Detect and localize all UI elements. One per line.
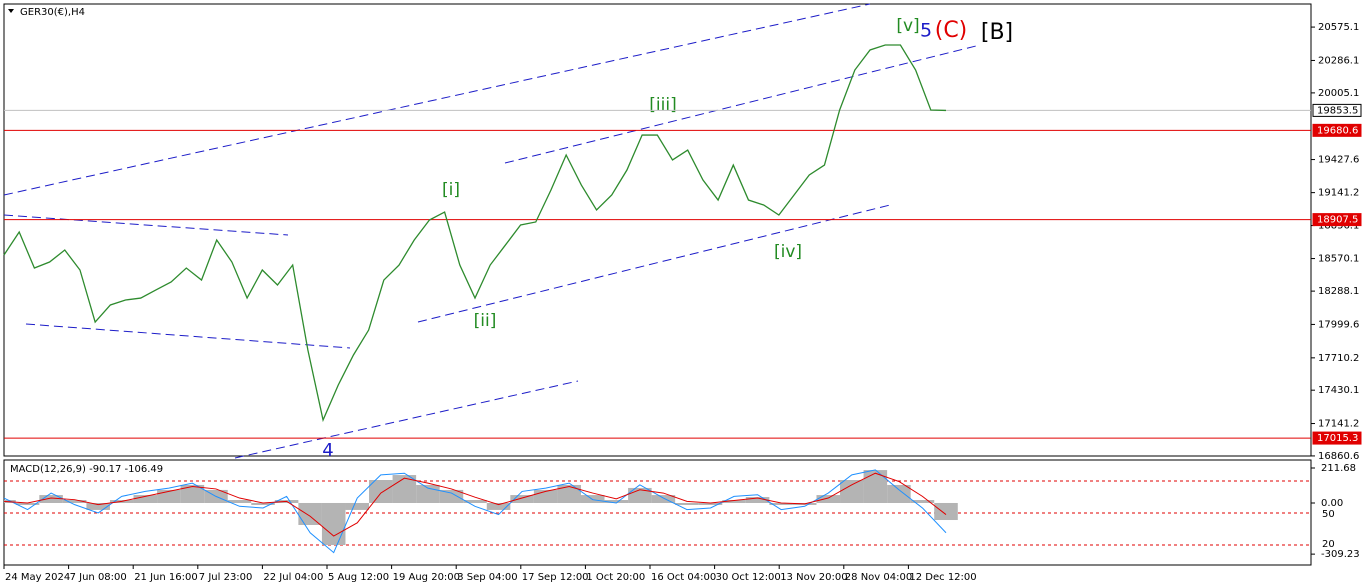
x-tick-label: 16 Oct 04:00	[651, 572, 716, 583]
wave-label: [i]	[442, 180, 460, 200]
x-tick-label: 7 Jul 23:00	[199, 572, 253, 583]
price-line-series	[3, 44, 947, 423]
macd-main	[3, 469, 947, 554]
y-tick-label: 17430.1	[1318, 385, 1359, 396]
macd-bar	[486, 502, 511, 510]
macd-bar	[39, 495, 63, 503]
trend-line	[3, 214, 289, 236]
x-tick-label: 21 Jun 16:00	[134, 572, 198, 583]
macd-bar	[345, 502, 370, 510]
macd-bar	[604, 500, 629, 503]
macd-bar	[251, 502, 275, 505]
x-tick-label: 28 Nov 04:00	[845, 572, 912, 583]
x-tick-label: 13 Nov 20:00	[780, 572, 847, 583]
macd-bar	[86, 502, 110, 510]
macd-bar	[298, 502, 322, 525]
macd-bar	[675, 502, 699, 505]
chart-title: GER30(€),H4	[20, 7, 85, 18]
y-tick-label: 17999.6	[1318, 319, 1359, 330]
macd-bar	[840, 480, 864, 503]
macd-bar	[816, 495, 841, 503]
y-tick-label: 17141.2	[1318, 419, 1359, 430]
macd-tick-label: 0.00	[1321, 498, 1343, 509]
x-tick-label: 3 Sep 04:00	[457, 572, 517, 583]
y-tick-label: 20286.1	[1318, 55, 1359, 66]
macd-bar	[651, 495, 676, 503]
macd-bar	[745, 497, 770, 503]
price-label: 19680.6	[1317, 125, 1358, 136]
wave-label: [iv]	[774, 242, 802, 262]
wave-label: [iii]	[649, 95, 676, 115]
macd-bar	[722, 500, 746, 503]
price-label: 17015.3	[1317, 433, 1358, 444]
macd-bar	[321, 502, 346, 545]
price-label-box	[1312, 123, 1362, 137]
y-tick-label: 18288.1	[1318, 286, 1359, 297]
macd-bar	[698, 502, 723, 505]
price-label-box	[1312, 103, 1362, 117]
macd-bar	[133, 495, 158, 503]
wave-label: 5	[920, 20, 932, 42]
wave-label: [v]	[896, 16, 919, 36]
wave-label: 4	[322, 440, 333, 461]
wave-label: [ii]	[474, 311, 497, 331]
wave-label: [B]	[981, 20, 1013, 45]
x-tick-label: 7 Jun 08:00	[70, 572, 127, 583]
price-label: 18907.5	[1317, 215, 1358, 226]
macd-bar	[769, 502, 793, 505]
annotations: [i] [ii] [iii] [iv] [v] 5 (C) [B] 4	[322, 16, 1013, 461]
macd-tick-label: -309.23	[1321, 549, 1360, 560]
y-tick-label: 19141.2	[1318, 188, 1359, 199]
y-tick-label: 19427.6	[1318, 155, 1359, 166]
trend-line	[25, 323, 351, 349]
trend-line	[3, 3, 871, 196]
macd-bar	[887, 484, 911, 503]
price-label-box	[1312, 213, 1362, 227]
macd-bar	[180, 484, 205, 503]
macd-signal	[3, 472, 947, 537]
macd-bar	[439, 489, 464, 503]
macd-level-label: 20	[1322, 539, 1335, 550]
macd-bar	[463, 500, 487, 503]
x-tick-label: 12 Dec 12:00	[909, 572, 976, 583]
x-tick-label: 17 Sep 12:00	[522, 572, 589, 583]
x-tick-label: 1 Oct 20:00	[586, 572, 645, 583]
y-tick-label: 20575.1	[1318, 22, 1359, 33]
macd-bar	[934, 502, 958, 521]
macd-bar	[62, 500, 87, 503]
trend-line	[504, 44, 981, 164]
macd-label: MACD(12,26,9) -90.17 -106.49	[10, 464, 163, 475]
macd-bar	[510, 495, 534, 503]
macd-bar	[369, 480, 393, 503]
macd-bar	[227, 500, 252, 503]
y-tick-label: 20005.1	[1318, 88, 1359, 99]
price-label: 19853.5	[1317, 105, 1358, 116]
macd-bar	[557, 484, 581, 503]
macd-bar	[157, 489, 181, 503]
price-label-box	[1312, 431, 1362, 445]
y-tick-label: 18570.1	[1318, 254, 1359, 265]
x-tick-label: 22 Jul 04:00	[263, 572, 323, 583]
menu-arrow	[8, 9, 14, 13]
trend-line	[234, 380, 579, 459]
main-pane	[3, 3, 1312, 457]
y-tick-label: 17710.2	[1318, 353, 1359, 364]
macd-tick-label: 211.68	[1321, 463, 1356, 474]
trend-line	[417, 204, 891, 323]
macd-bar	[392, 475, 417, 503]
macd-bar	[15, 502, 40, 505]
x-tick-label: 24 May 2024	[5, 572, 70, 583]
x-tick-label: 30 Oct 12:00	[716, 572, 781, 583]
x-tick-label: 19 Aug 20:00	[393, 572, 460, 583]
x-tick-label: 5 Aug 12:00	[328, 572, 389, 583]
wave-label: (C)	[935, 18, 968, 43]
macd-bar	[580, 495, 605, 503]
macd-bar	[863, 470, 888, 503]
macd-level-label: 50	[1322, 509, 1335, 520]
y-tick-label: 16860.6	[1318, 451, 1359, 462]
macd-bar	[910, 500, 935, 503]
trend-lines	[3, 3, 981, 459]
